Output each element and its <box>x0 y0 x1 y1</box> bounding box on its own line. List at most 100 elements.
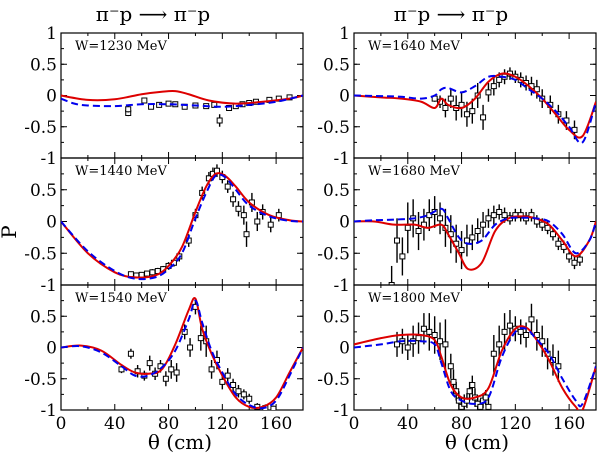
data-point <box>399 253 406 260</box>
curves <box>61 89 303 108</box>
data-point <box>394 341 401 348</box>
data-point <box>490 83 497 90</box>
curves <box>354 325 596 410</box>
model-curve-blue-dashed <box>354 207 596 255</box>
y-tick-label: 0 <box>339 339 350 359</box>
data-point <box>275 95 282 102</box>
data-point <box>533 86 540 93</box>
data-point <box>394 237 401 244</box>
y-tick-label: 1 <box>46 24 57 44</box>
data-point <box>404 344 411 351</box>
data-point <box>415 228 422 235</box>
data-point <box>480 114 487 121</box>
y-tick-label: -0.5 <box>24 370 57 390</box>
y-tick-label: -1 <box>333 401 350 421</box>
y-tick-label: -0.5 <box>24 244 57 264</box>
panel-2: -1 -0.5 0 0.5 W=1440 MeV <box>24 157 304 296</box>
data-point <box>208 366 215 373</box>
panel-6: -1 -0.5 0 0.5 0 40 80 120 160 W=1800 MeV <box>317 284 597 434</box>
data-point <box>442 341 449 348</box>
data-point <box>224 183 231 190</box>
panel-label: W=1800 MeV <box>368 291 460 306</box>
data-point <box>426 212 433 219</box>
data-point <box>240 391 247 398</box>
x-tick-label: 160 <box>553 414 585 434</box>
x-tick-label: 0 <box>349 414 360 434</box>
y-tick-label: 0.5 <box>323 307 350 327</box>
data-point <box>501 328 508 335</box>
data-point <box>437 215 444 222</box>
data-points <box>388 196 583 285</box>
y-tick-label: -1 <box>40 149 57 169</box>
model-curve-red-solid <box>354 215 596 271</box>
data-point <box>477 403 484 410</box>
y-tick-label: 0 <box>46 87 57 107</box>
data-point <box>506 322 513 329</box>
data-point <box>480 221 487 228</box>
data-point <box>230 382 237 388</box>
panel-4: -1 -0.5 0 0.5 1 W=1640 MeV <box>317 24 597 169</box>
data-point <box>235 205 242 212</box>
x-axis-title-left: θ (cm) <box>148 430 212 454</box>
data-point <box>127 350 134 357</box>
x-tick-label: 0 <box>56 414 67 434</box>
panel-label: W=1640 MeV <box>368 39 460 54</box>
x-tick-label: 160 <box>260 414 292 434</box>
data-points <box>127 164 282 279</box>
data-point <box>197 335 204 342</box>
panel-label: W=1540 MeV <box>75 291 167 306</box>
model-curve-blue-dashed <box>61 299 303 410</box>
y-tick-label: 0.5 <box>30 181 57 201</box>
data-point <box>544 224 551 231</box>
y-tick-label: 0.5 <box>323 181 350 201</box>
y-tick-label: 0 <box>46 213 57 233</box>
data-point <box>224 372 231 379</box>
data-point <box>254 218 261 225</box>
panel-5: -1 -0.5 0 0.5 W=1680 MeV <box>317 157 597 296</box>
model-curve-blue-dashed <box>61 173 303 281</box>
curves <box>61 297 303 410</box>
panel-3: -1 -0.5 0 0.5 0 40 80 120 160 W=1540 MeV <box>24 284 304 434</box>
y-tick-label: 0 <box>46 339 57 359</box>
data-point <box>466 388 473 395</box>
column-title-left: π⁻p ⟶ π⁻p <box>96 2 210 26</box>
data-point <box>270 405 277 410</box>
data-point <box>496 76 503 83</box>
data-point <box>230 196 237 203</box>
data-point <box>517 328 524 335</box>
data-point <box>482 394 489 401</box>
x-axis-title-right: θ (cm) <box>445 430 509 454</box>
y-tick-label: -0.5 <box>317 118 350 138</box>
data-point <box>571 259 578 266</box>
y-tick-label: -1 <box>40 401 57 421</box>
data-point <box>267 221 274 228</box>
panel-1: -1 -0.5 0 0.5 1 W=1230 MeV <box>24 24 304 169</box>
x-tick-label: 40 <box>397 414 419 434</box>
data-point <box>576 256 583 263</box>
data-point <box>496 341 503 348</box>
data-point <box>246 395 253 402</box>
data-point <box>235 388 242 395</box>
x-tick-label: 80 <box>158 414 180 434</box>
data-point <box>431 332 438 338</box>
data-point <box>426 328 433 335</box>
data-point <box>474 228 481 235</box>
panel-label: W=1440 MeV <box>75 164 167 179</box>
data-point <box>485 403 492 410</box>
data-point <box>173 369 180 376</box>
model-curve-blue-dashed <box>354 74 596 145</box>
data-point <box>566 253 573 260</box>
data-point <box>496 208 503 215</box>
data-point <box>501 212 508 219</box>
y-tick-label: -0.5 <box>317 370 350 390</box>
data-point <box>447 363 454 370</box>
curves <box>354 72 596 145</box>
y-tick-label: 0.5 <box>30 55 57 75</box>
y-tick-label: -1 <box>40 276 57 296</box>
model-curve-blue-dashed <box>354 327 596 408</box>
curves <box>61 172 303 281</box>
panels: -1 -0.5 0 0.5 1 W=1230 MeV -1 -0.5 0 0.5 W=1440 Me… <box>24 24 597 434</box>
data-point <box>469 108 476 115</box>
data-points <box>118 299 277 410</box>
data-point <box>162 375 169 382</box>
